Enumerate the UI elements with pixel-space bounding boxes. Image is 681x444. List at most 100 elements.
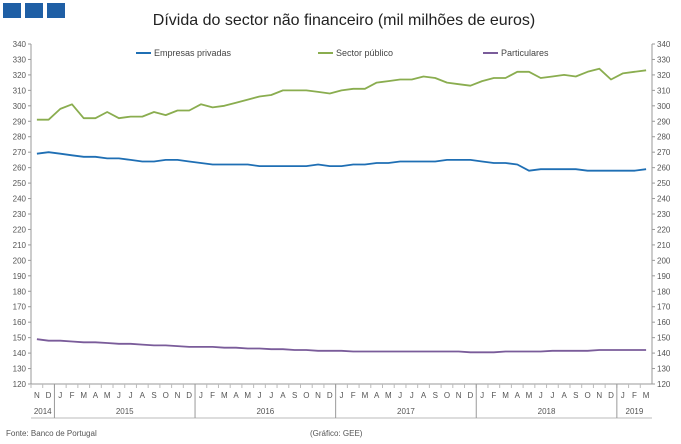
axes: 120 120 130 130 140 140 150 150 160 160 170 170 180 1…	[13, 40, 671, 419]
x-month-label: N	[175, 391, 181, 400]
y-tick-label-left: 220	[13, 225, 27, 234]
x-month-label: N	[315, 391, 321, 400]
y-tick-label-right: 150	[657, 334, 671, 343]
y-tick-label-left: 250	[13, 179, 27, 188]
logo-square-2	[25, 3, 43, 18]
y-tick-label-left: 190	[13, 272, 27, 281]
x-month-label: M	[104, 391, 111, 400]
y-tick-label-right: 250	[657, 179, 671, 188]
footer-credit: (Gráfico: GEE)	[310, 429, 363, 438]
x-month-label: N	[596, 391, 602, 400]
x-month-label: A	[421, 391, 427, 400]
x-month-label: N	[456, 391, 462, 400]
y-tick-label-left: 270	[13, 148, 27, 157]
x-month-label: J	[269, 391, 273, 400]
header-logo-squares	[3, 3, 65, 18]
y-tick-label-left: 330	[13, 55, 27, 64]
y-tick-label-left: 300	[13, 102, 27, 111]
x-month-label: J	[539, 391, 543, 400]
x-month-label: M	[643, 391, 650, 400]
y-tick-label-left: 150	[13, 334, 27, 343]
x-month-label: J	[621, 391, 625, 400]
x-month-label: M	[80, 391, 87, 400]
y-tick-label-left: 200	[13, 256, 27, 265]
x-month-label: J	[340, 391, 344, 400]
y-tick-label-left: 170	[13, 303, 27, 312]
y-tick-label-left: 340	[13, 40, 27, 49]
y-tick-label-left: 140	[13, 349, 27, 358]
x-month-label: J	[550, 391, 554, 400]
y-tick-label-left: 240	[13, 195, 27, 204]
footer-source: Fonte: Banco de Portugal	[6, 429, 97, 438]
y-tick-label-right: 160	[657, 318, 671, 327]
x-month-label: N	[34, 391, 40, 400]
y-tick-label-right: 290	[657, 117, 671, 126]
x-month-label: S	[573, 391, 578, 400]
x-month-label: O	[163, 391, 169, 400]
y-tick-label-right: 280	[657, 133, 671, 142]
y-tick-label-right: 320	[657, 71, 671, 80]
x-month-label: O	[444, 391, 450, 400]
logo-square-1	[3, 3, 21, 18]
y-tick-label-right: 210	[657, 241, 671, 250]
y-tick-label-right: 220	[657, 225, 671, 234]
chart-title: Dívida do sector não financeiro (mil mil…	[153, 12, 535, 29]
y-tick-label-right: 260	[657, 164, 671, 173]
x-month-label: A	[280, 391, 286, 400]
x-month-label: M	[244, 391, 251, 400]
y-tick-label-left: 290	[13, 117, 27, 126]
x-month-label: M	[526, 391, 533, 400]
x-month-label: A	[515, 391, 521, 400]
x-year-label: 2019	[626, 407, 644, 416]
x-month-label: J	[58, 391, 62, 400]
y-tick-label-right: 190	[657, 272, 671, 281]
y-tick-label-right: 170	[657, 303, 671, 312]
x-month-label: D	[327, 391, 333, 400]
x-month-label: A	[93, 391, 99, 400]
y-tick-label-right: 120	[657, 380, 671, 389]
x-year-label: 2015	[116, 407, 134, 416]
x-month-label: A	[561, 391, 567, 400]
x-year-label: 2017	[397, 407, 415, 416]
x-month-label: D	[467, 391, 473, 400]
x-month-label: D	[608, 391, 614, 400]
y-tick-label-right: 140	[657, 349, 671, 358]
y-tick-label-right: 270	[657, 148, 671, 157]
x-month-label: M	[502, 391, 509, 400]
y-tick-label-left: 260	[13, 164, 27, 173]
x-month-label: D	[186, 391, 192, 400]
series-line-empresas-privadas	[36, 151, 647, 172]
x-month-label: S	[151, 391, 156, 400]
y-tick-label-right: 230	[657, 210, 671, 219]
x-month-label: F	[632, 391, 637, 400]
y-tick-label-right: 340	[657, 40, 671, 49]
x-month-label: M	[362, 391, 369, 400]
y-tick-label-left: 310	[13, 86, 27, 95]
x-month-label: M	[385, 391, 392, 400]
y-tick-label-left: 230	[13, 210, 27, 219]
y-tick-label-left: 120	[13, 380, 27, 389]
y-tick-label-right: 240	[657, 195, 671, 204]
x-month-label: A	[233, 391, 239, 400]
x-month-label: J	[117, 391, 121, 400]
x-month-label: F	[491, 391, 496, 400]
x-month-label: F	[210, 391, 215, 400]
y-tick-label-left: 320	[13, 71, 27, 80]
y-tick-label-left: 180	[13, 287, 27, 296]
y-tick-label-right: 180	[657, 287, 671, 296]
y-tick-label-right: 310	[657, 86, 671, 95]
x-month-label: J	[410, 391, 414, 400]
y-tick-label-left: 160	[13, 318, 27, 327]
x-month-label: S	[433, 391, 438, 400]
x-month-label: J	[199, 391, 203, 400]
logo-square-3	[47, 3, 65, 18]
x-month-label: M	[221, 391, 228, 400]
x-year-label: 2014	[34, 407, 52, 416]
x-month-label: F	[70, 391, 75, 400]
x-month-label: J	[129, 391, 133, 400]
x-year-label: 2018	[538, 407, 556, 416]
series-line-particulares	[36, 338, 647, 354]
x-month-label: J	[480, 391, 484, 400]
x-month-label: A	[374, 391, 380, 400]
x-month-label: F	[351, 391, 356, 400]
